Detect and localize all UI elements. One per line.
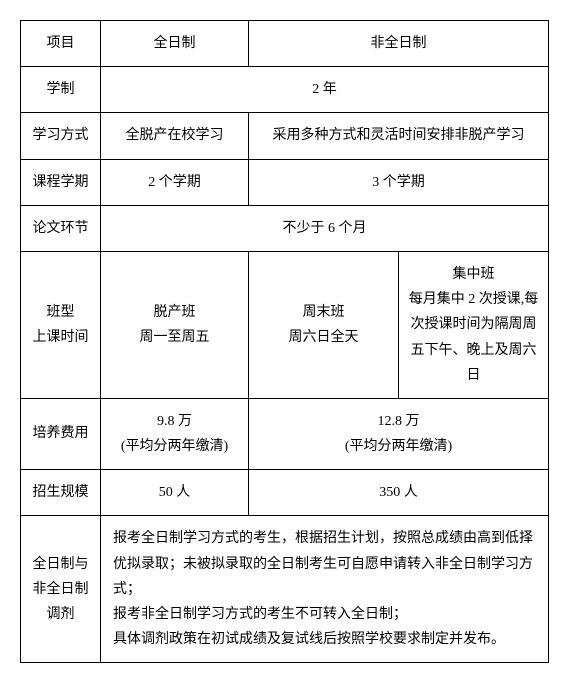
class-schedule-weekend: 周末班 周六日全天 bbox=[249, 251, 399, 398]
class-schedule-intensive-l1: 集中班 bbox=[453, 267, 495, 282]
tuition-parttime-l2: (平均分两年缴清) bbox=[345, 439, 452, 454]
row-label-course-term: 课程学期 bbox=[21, 159, 101, 205]
table-row: 全日制与 非全日制 调剂 报考全日制学习方式的考生，根据招生计划，按照总成绩由高… bbox=[21, 516, 549, 663]
table-row: 学制 2 年 bbox=[21, 67, 549, 113]
row-label-duration: 学制 bbox=[21, 67, 101, 113]
tuition-fulltime: 9.8 万 (平均分两年缴清) bbox=[101, 398, 249, 469]
row-label-tuition: 培养费用 bbox=[21, 398, 101, 469]
class-schedule-fulltime-l1: 脱产班 bbox=[154, 305, 196, 320]
row-label-transfer: 全日制与 非全日制 调剂 bbox=[21, 516, 101, 663]
row-label-thesis: 论文环节 bbox=[21, 205, 101, 251]
transfer-body-l1: 报考全日制学习方式的考生，根据招生计划，按照总成绩由高到低择优拟录取；未被拟录取… bbox=[113, 531, 533, 596]
class-schedule-weekend-l2: 周六日全天 bbox=[289, 330, 359, 345]
header-fulltime: 全日制 bbox=[101, 21, 249, 67]
row-label-class-schedule: 班型 上课时间 bbox=[21, 251, 101, 398]
duration-value: 2 年 bbox=[101, 67, 549, 113]
class-schedule-fulltime: 脱产班 周一至周五 bbox=[101, 251, 249, 398]
thesis-value: 不少于 6 个月 bbox=[101, 205, 549, 251]
transfer-label-l1: 全日制与 bbox=[33, 557, 89, 572]
row-label-enrollment: 招生规模 bbox=[21, 470, 101, 516]
class-schedule-label-l2: 上课时间 bbox=[33, 330, 89, 345]
tuition-parttime: 12.8 万 (平均分两年缴清) bbox=[249, 398, 549, 469]
transfer-body: 报考全日制学习方式的考生，根据招生计划，按照总成绩由高到低择优拟录取；未被拟录取… bbox=[101, 516, 549, 663]
enrollment-fulltime: 50 人 bbox=[101, 470, 249, 516]
table-row: 学习方式 全脱产在校学习 采用多种方式和灵活时间安排非脱产学习 bbox=[21, 113, 549, 159]
table-row: 招生规模 50 人 350 人 bbox=[21, 470, 549, 516]
transfer-body-l2: 报考非全日制学习方式的考生不可转入全日制； bbox=[113, 607, 407, 622]
enrollment-parttime: 350 人 bbox=[249, 470, 549, 516]
program-comparison-table: 项目 全日制 非全日制 学制 2 年 学习方式 全脱产在校学习 采用多种方式和灵… bbox=[20, 20, 549, 663]
row-label-mode: 学习方式 bbox=[21, 113, 101, 159]
class-schedule-weekend-l1: 周末班 bbox=[303, 305, 345, 320]
transfer-body-l3: 具体调剂政策在初试成绩及复试线后按照学校要求制定并发布。 bbox=[113, 632, 505, 647]
class-schedule-fulltime-l2: 周一至周五 bbox=[140, 330, 210, 345]
table-row: 项目 全日制 非全日制 bbox=[21, 21, 549, 67]
mode-parttime: 采用多种方式和灵活时间安排非脱产学习 bbox=[249, 113, 549, 159]
class-schedule-intensive: 集中班 每月集中 2 次授课,每次授课时间为隔周周五下午、晚上及周六日 bbox=[399, 251, 549, 398]
course-term-fulltime: 2 个学期 bbox=[101, 159, 249, 205]
mode-fulltime: 全脱产在校学习 bbox=[101, 113, 249, 159]
class-schedule-intensive-l2: 每月集中 2 次授课,每次授课时间为隔周周五下午、晚上及周六日 bbox=[409, 292, 539, 383]
header-parttime: 非全日制 bbox=[249, 21, 549, 67]
tuition-fulltime-l2: (平均分两年缴清) bbox=[121, 439, 228, 454]
tuition-parttime-l1: 12.8 万 bbox=[378, 414, 420, 429]
transfer-label-l3: 调剂 bbox=[47, 607, 75, 622]
transfer-label-l2: 非全日制 bbox=[33, 582, 89, 597]
course-term-parttime: 3 个学期 bbox=[249, 159, 549, 205]
table-row: 班型 上课时间 脱产班 周一至周五 周末班 周六日全天 集中班 每月集中 2 次… bbox=[21, 251, 549, 398]
tuition-fulltime-l1: 9.8 万 bbox=[157, 414, 192, 429]
table-row: 课程学期 2 个学期 3 个学期 bbox=[21, 159, 549, 205]
table-row: 论文环节 不少于 6 个月 bbox=[21, 205, 549, 251]
table-row: 培养费用 9.8 万 (平均分两年缴清) 12.8 万 (平均分两年缴清) bbox=[21, 398, 549, 469]
class-schedule-label-l1: 班型 bbox=[47, 305, 75, 320]
header-item: 项目 bbox=[21, 21, 101, 67]
